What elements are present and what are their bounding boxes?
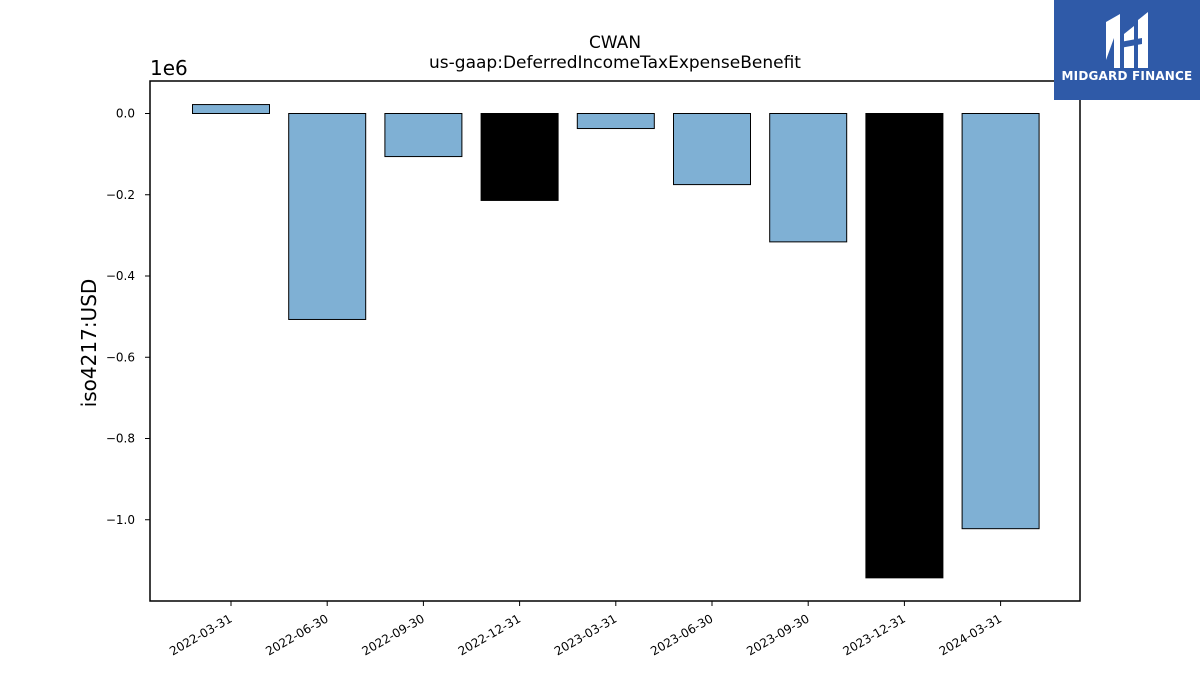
logo-text: MIDGARD FINANCE	[1061, 69, 1193, 83]
y-tick-label: −1.0	[106, 513, 135, 527]
bar-2022-03-31	[192, 104, 270, 114]
y-tick-label: −0.2	[106, 188, 135, 202]
x-tick-label: 2022-12-31	[456, 611, 523, 658]
bar-2022-06-30	[288, 113, 367, 320]
y-axis-label: iso4217:USD	[77, 279, 101, 408]
x-tick-label: 2022-03-31	[167, 611, 234, 658]
chart-subtitle: us-gaap:DeferredIncomeTaxExpenseBenefit	[429, 53, 801, 73]
y-offset-label: 1e6	[150, 56, 188, 80]
y-tick-label: −0.6	[106, 350, 135, 364]
x-tick-label: 2023-12-31	[840, 611, 907, 658]
midgard-finance-logo: MIDGARD FINANCE	[1054, 0, 1200, 100]
bar-2022-09-30	[384, 113, 463, 158]
bar-2023-06-30	[673, 113, 751, 186]
x-tick-label: 2023-03-31	[552, 611, 619, 658]
bar-2023-03-31	[576, 113, 655, 130]
chart-title: CWAN	[589, 33, 641, 53]
x-tick-label: 2024-03-31	[937, 611, 1004, 658]
bar-2024-03-31	[961, 113, 1040, 530]
bar-2022-12-31	[480, 113, 559, 201]
y-axis: 0.0 −0.2 −0.4 −0.6 −0.8 −1.0	[106, 107, 150, 527]
x-tick-label: 2023-09-30	[744, 611, 811, 658]
x-tick-label: 2022-09-30	[359, 611, 426, 658]
bar-2023-12-31	[865, 113, 944, 579]
x-tick-label: 2023-06-30	[648, 611, 715, 658]
x-tick-label: 2022-06-30	[263, 611, 330, 658]
midgard-logo-icon	[1106, 12, 1148, 68]
bars-group	[192, 104, 1040, 579]
y-tick-label: −0.8	[106, 432, 135, 446]
plot-frame	[149, 80, 1081, 602]
y-tick-label: 0.0	[116, 107, 135, 121]
y-tick-label: −0.4	[106, 269, 135, 283]
bar-2023-09-30	[769, 113, 848, 243]
x-axis: 2022-03-31 2022-06-30 2022-09-30 2022-12-31…	[167, 601, 1004, 658]
